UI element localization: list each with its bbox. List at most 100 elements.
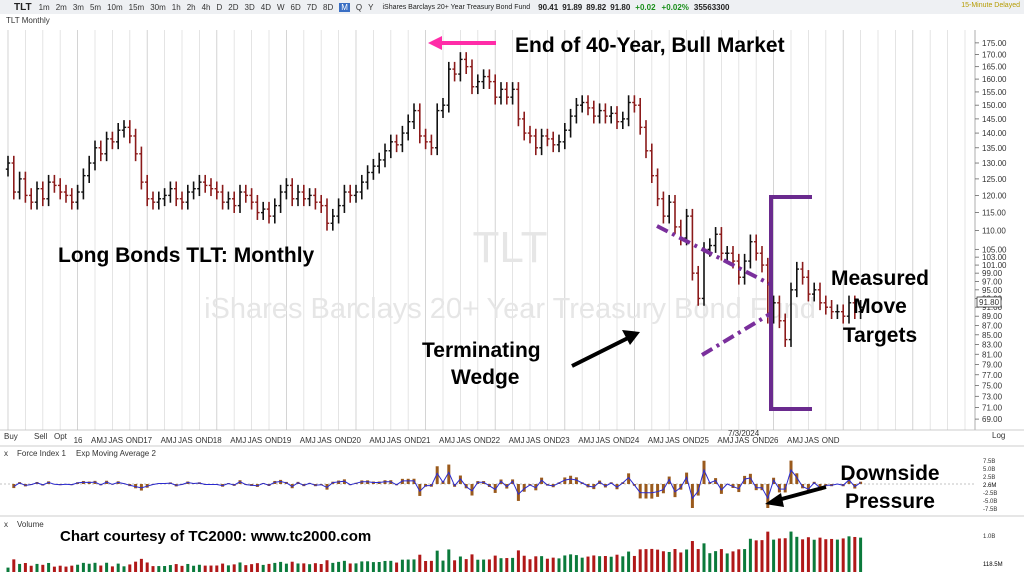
volume-bar — [627, 551, 631, 572]
timeframe-y[interactable]: Y — [368, 2, 374, 12]
price-bar — [388, 134, 393, 159]
price-bar — [748, 234, 753, 269]
force-index-label[interactable]: Force Index 1 — [17, 449, 66, 458]
volume-bar — [540, 556, 544, 572]
price-bar — [440, 97, 446, 118]
timeframe-8d[interactable]: 8D — [323, 2, 334, 12]
price-bar — [527, 125, 533, 144]
volume-bar — [41, 564, 45, 572]
price-bar — [504, 82, 509, 105]
price-bar — [168, 181, 173, 203]
volume-bar — [667, 551, 671, 572]
volume-bar — [621, 556, 625, 572]
x-tick-label: 17 — [143, 436, 152, 445]
x-tick-label: OND — [335, 436, 353, 445]
volume-label[interactable]: Volume — [17, 520, 44, 529]
force-tick-label: -7.5B — [983, 507, 997, 513]
timeframe-q[interactable]: Q — [355, 2, 363, 12]
volume-bar — [342, 560, 346, 572]
timeframe-2m[interactable]: 2m — [55, 2, 67, 12]
pane-label[interactable]: TLT Monthly — [6, 16, 50, 25]
opt-button[interactable]: Opt — [54, 432, 68, 441]
symbol-label[interactable]: TLT — [14, 1, 32, 13]
volume-bar — [360, 561, 364, 572]
volume-bar — [302, 563, 306, 572]
volume-bar — [650, 548, 654, 572]
timeframe-3d[interactable]: 3D — [244, 2, 255, 12]
volume-bar — [29, 565, 33, 572]
volume-bar — [18, 563, 22, 572]
price-bar — [191, 181, 196, 200]
price-bar — [127, 120, 132, 144]
volume-bar — [824, 539, 828, 572]
timeframe-4d[interactable]: 4D — [260, 2, 271, 12]
volume-bar — [499, 558, 503, 572]
force-bar — [673, 484, 677, 498]
volume-bar — [255, 563, 259, 572]
info-bar: TLT Monthly — [0, 14, 1024, 27]
price-bar — [643, 120, 649, 159]
x-tick-label: AMJ — [509, 436, 525, 445]
pressure-arrow — [765, 485, 827, 507]
timeframe-d[interactable]: D — [216, 2, 223, 12]
timeframe-3m[interactable]: 3m — [72, 2, 84, 12]
y-tick-label: 99.00 — [982, 269, 1003, 278]
volume-bar — [383, 560, 387, 572]
price-bar — [58, 178, 63, 200]
log-scale-toggle[interactable]: Log — [992, 431, 1005, 440]
y-tick-label: 105.00 — [982, 245, 1007, 254]
price-bar — [272, 198, 277, 224]
volume-close-icon[interactable]: x — [4, 520, 8, 529]
targets-annotation-line3: Targets — [843, 324, 917, 347]
volume-bar — [389, 560, 393, 572]
volume-bar — [696, 549, 700, 572]
price-bar — [562, 122, 567, 150]
force-bar — [760, 484, 764, 491]
timeframe-10m[interactable]: 10m — [107, 2, 123, 12]
timeframe-1m[interactable]: 1m — [38, 2, 50, 12]
volume-bar — [319, 563, 323, 572]
volume-value: 35563300 — [693, 2, 730, 12]
sell-button[interactable]: Sell — [34, 432, 48, 441]
timeframe-m[interactable]: M — [339, 2, 350, 12]
timeframe-7d[interactable]: 7D — [306, 2, 318, 12]
timeframe-2h[interactable]: 2h — [186, 2, 196, 12]
volume-bar — [110, 566, 114, 572]
price-bar — [672, 194, 678, 235]
price-bar — [759, 246, 765, 273]
volume-bar — [418, 554, 422, 572]
timeframe-15m[interactable]: 15m — [128, 2, 145, 12]
timeframe-4h[interactable]: 4h — [201, 2, 211, 12]
volume-bar — [308, 564, 312, 572]
force-ma-label[interactable]: Exp Moving Average 2 — [76, 449, 156, 458]
y-tick-label: 89.00 — [982, 312, 1003, 321]
price-bar — [179, 191, 185, 210]
volume-bar — [47, 562, 51, 572]
buy-button[interactable]: Buy — [4, 432, 18, 441]
force-bar — [748, 473, 752, 484]
volume-bar — [128, 564, 132, 572]
price-bar — [667, 194, 672, 224]
volume-bar — [192, 565, 196, 572]
price-bar — [435, 103, 440, 156]
price-bar — [290, 178, 295, 207]
force-close-icon[interactable]: x — [4, 449, 8, 458]
timeframe-30m[interactable]: 30m — [150, 2, 166, 12]
change-value: +0.02 — [635, 2, 656, 12]
timeframe-2d[interactable]: 2D — [228, 2, 239, 12]
force-bar — [139, 484, 143, 491]
wedge-lines — [656, 224, 772, 357]
y-tick-label: 150.00 — [982, 101, 1007, 110]
volume-bar — [835, 539, 839, 572]
x-tick-label: 22 — [491, 436, 500, 445]
volume-bar — [766, 531, 770, 572]
y-tick-label: 91.00 — [982, 303, 1003, 312]
volume-bar — [580, 557, 584, 572]
timeframe-6d[interactable]: 6D — [290, 2, 301, 12]
timeframe-1h[interactable]: 1h — [171, 2, 181, 12]
price-bar — [620, 111, 625, 130]
timeframe-w[interactable]: W — [276, 2, 285, 12]
timeframe-5m[interactable]: 5m — [89, 2, 102, 12]
price-bar — [226, 191, 231, 210]
price-bar — [846, 295, 852, 324]
